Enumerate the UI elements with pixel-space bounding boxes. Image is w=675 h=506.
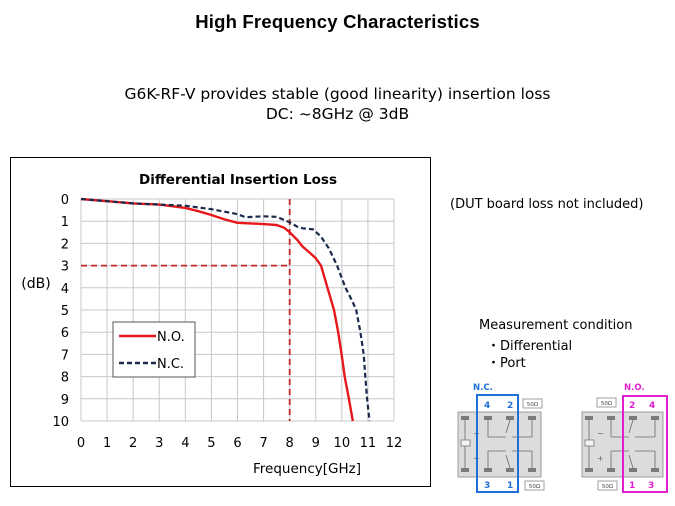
nc-termination-top-label: 50Ω — [527, 402, 538, 408]
chart-grid — [80, 198, 395, 422]
x-tick-label: 4 — [181, 436, 189, 451]
no-internal-wiring — [588, 419, 656, 469]
nc-wiring-diagram: N.C. − + 4 2 3 1 50Ω 50Ω — [457, 383, 545, 493]
nc-port-bottom-left: 3 — [484, 481, 490, 491]
nc-termination-top — [522, 398, 543, 409]
nc-label: N.C. — [473, 383, 493, 393]
measurement-condition-item: ・Port — [487, 356, 526, 371]
nc-port-top-left: 4 — [484, 401, 490, 411]
chart-title: Differential Insertion Loss — [139, 172, 337, 188]
no-port-top-left: 2 — [629, 401, 635, 411]
x-tick-label: 6 — [233, 436, 241, 451]
x-tick-label: 12 — [386, 436, 403, 451]
nc-relay-body — [457, 411, 542, 478]
no-termination-bottom — [597, 480, 618, 491]
x-tick-label: 0 — [77, 436, 85, 451]
measurement-condition-item: ・Differential — [487, 339, 573, 354]
series-line-no — [80, 197, 354, 422]
y-tick-label: 1 — [61, 215, 69, 230]
no-pins — [585, 416, 659, 472]
nc-port-bottom-right: 1 — [507, 481, 513, 491]
chart-series — [80, 197, 371, 422]
x-tick-label: 7 — [259, 436, 267, 451]
nc-port-highlight — [476, 394, 519, 493]
x-tick-label: 1 — [103, 436, 111, 451]
x-tick-label: 3 — [155, 436, 163, 451]
reference-lines — [81, 199, 291, 421]
legend-box — [112, 321, 196, 378]
x-tick-label: 9 — [312, 436, 320, 451]
chart-legend: N.O. N.C. — [112, 321, 196, 378]
no-wiring-diagram: N.O. − + 2 4 1 3 50Ω 50Ω — [581, 383, 668, 493]
no-label: N.O. — [624, 383, 645, 393]
measurement-condition-title: Measurement condition — [479, 318, 633, 333]
y-axis-label: (dB) — [21, 276, 50, 292]
x-tick-label: 10 — [334, 436, 351, 451]
no-port-highlight — [622, 395, 668, 493]
y-tick-label: 4 — [61, 282, 69, 297]
no-coil-minus: − — [597, 429, 604, 438]
legend-label-no: N.O. — [157, 330, 185, 345]
series-line-nc — [80, 197, 371, 422]
y-axis-ticks: 0 1 2 3 4 5 6 7 8 9 10 — [52, 193, 69, 430]
y-tick-label: 7 — [61, 348, 69, 363]
x-axis-ticks: 0 1 2 3 4 5 6 7 8 9 10 11 12 — [77, 436, 402, 451]
legend-label-nc: N.C. — [157, 357, 184, 372]
nc-coil-icon — [460, 439, 471, 447]
nc-pins — [461, 416, 536, 472]
x-axis-label: Frequency[GHz] — [253, 461, 361, 477]
x-tick-label: 11 — [360, 436, 377, 451]
x-tick-label: 8 — [286, 436, 294, 451]
nc-internal-wiring — [464, 419, 533, 469]
y-tick-label: 9 — [61, 393, 69, 408]
subtitle-line-2: DC: ~8GHz @ 3dB — [265, 105, 410, 123]
slide-title: High Frequency Characteristics — [195, 11, 480, 32]
x-tick-label: 5 — [207, 436, 215, 451]
y-tick-label: 8 — [61, 371, 69, 386]
y-tick-label: 0 — [61, 193, 69, 208]
no-termination-bottom-label: 50Ω — [602, 484, 613, 490]
no-coil-plus: + — [597, 454, 604, 463]
no-port-bottom-left: 1 — [629, 481, 635, 491]
y-tick-label: 2 — [61, 237, 69, 252]
x-tick-label: 2 — [129, 436, 137, 451]
nc-termination-bottom — [524, 480, 545, 491]
no-port-bottom-right: 3 — [648, 481, 654, 491]
y-tick-label: 3 — [61, 260, 69, 275]
y-tick-label: 5 — [61, 304, 69, 319]
y-tick-label: 10 — [52, 415, 69, 430]
y-tick-label: 6 — [61, 326, 69, 341]
nc-port-top-right: 2 — [507, 401, 513, 411]
no-coil-icon — [584, 439, 595, 447]
no-termination-top-label: 50Ω — [601, 401, 612, 407]
no-port-top-right: 4 — [649, 401, 655, 411]
no-termination-top — [596, 397, 617, 408]
chart-frame — [10, 157, 431, 487]
subtitle-line-1: G6K-RF-V provides stable (good linearity… — [124, 85, 551, 103]
nc-termination-bottom-label: 50Ω — [529, 484, 540, 490]
dut-board-note: (DUT board loss not included) — [450, 197, 644, 212]
